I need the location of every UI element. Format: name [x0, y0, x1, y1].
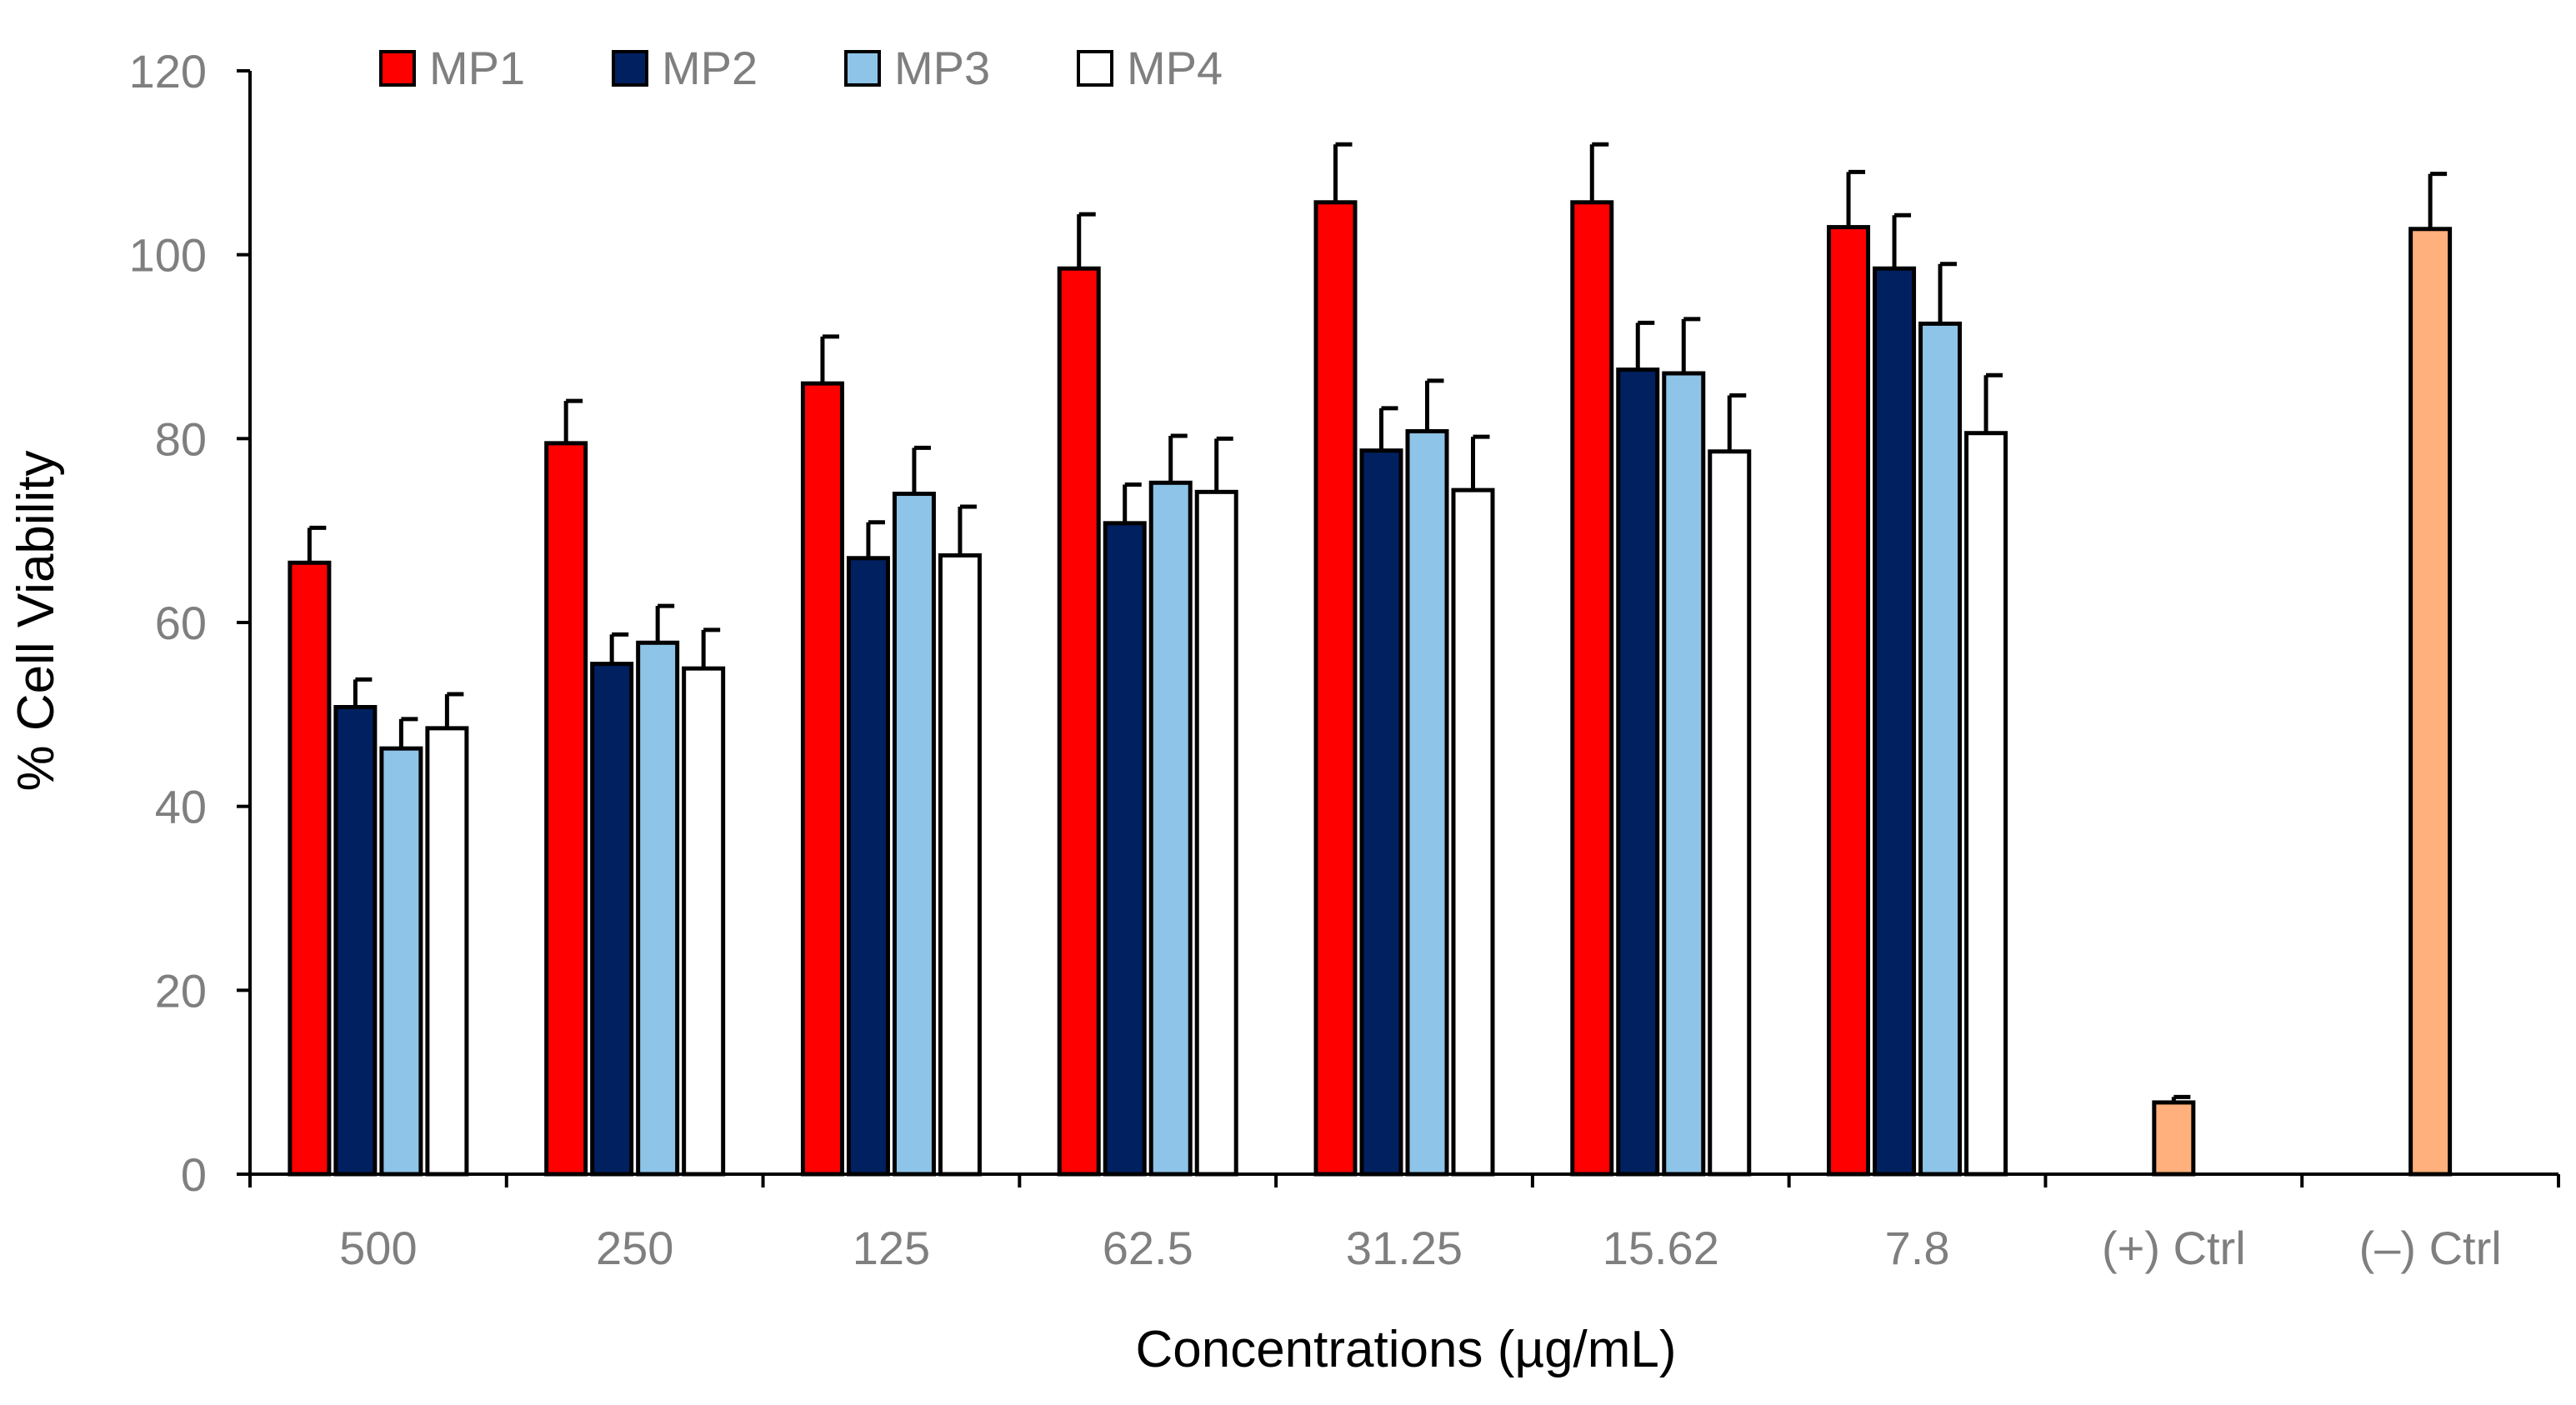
bar-mp1-4: [1313, 200, 1358, 1177]
x-axis-title: Concentrations (µg/mL): [1135, 1321, 1676, 1378]
legend-label-mp1: MP1: [429, 42, 525, 94]
legend-label-mp3: MP3: [894, 42, 990, 94]
y-tick-label-120: 120: [129, 45, 207, 98]
y-tick-label-60: 60: [155, 597, 207, 649]
bar-mp1-5: [1570, 200, 1614, 1177]
bar-mp4-3: [1194, 489, 1238, 1177]
bar-mp3-5: [1662, 371, 1706, 1177]
bar-mp1-2: [800, 381, 844, 1177]
bar-mp4-4: [1451, 488, 1495, 1177]
x-tick-label-5: 15.62: [1603, 1222, 1719, 1274]
x-tick-label-6: 7.8: [1885, 1222, 1950, 1274]
bar-mp3-0: [379, 746, 423, 1177]
legend-swatch-mp1: [379, 50, 416, 87]
bar-mp1-0: [288, 560, 332, 1177]
legend-swatch-mp4: [1077, 50, 1113, 87]
bars-layer: [288, 142, 2453, 1177]
bar-mp2-6: [1873, 266, 1917, 1177]
bar-mp2-2: [846, 556, 890, 1177]
bar-control-1: [2408, 227, 2453, 1177]
y-tick-label-80: 80: [155, 412, 207, 465]
legend-label-mp2: MP2: [662, 42, 758, 94]
bar-mp4-6: [1964, 431, 2008, 1177]
bar-control-0: [2152, 1100, 2196, 1177]
x-tick-label-2: 125: [853, 1222, 930, 1274]
x-tick-label-8: (–) Ctrl: [2359, 1222, 2502, 1274]
bar-mp3-4: [1405, 429, 1449, 1177]
bar-mp3-3: [1148, 480, 1193, 1177]
bar-mp1-1: [544, 441, 588, 1177]
bar-mp3-6: [1918, 321, 1963, 1177]
bar-mp2-4: [1359, 448, 1403, 1177]
y-tick-label-40: 40: [155, 781, 207, 833]
bar-mp3-1: [636, 640, 680, 1177]
bar-mp1-3: [1057, 266, 1101, 1177]
y-axis-title: % Cell Viability: [8, 451, 65, 792]
x-tick-label-3: 62.5: [1103, 1222, 1193, 1274]
bar-mp4-1: [682, 666, 726, 1177]
bar-mp2-5: [1616, 368, 1660, 1177]
bar-mp4-2: [938, 552, 982, 1177]
x-tick-label-0: 500: [339, 1222, 417, 1274]
axes-layer: [237, 69, 2560, 1188]
x-tick-label-1: 250: [596, 1222, 673, 1274]
bar-mp4-0: [425, 726, 469, 1177]
bar-mp1-6: [1827, 225, 1871, 1177]
legend-label-mp4: MP4: [1127, 42, 1223, 94]
bar-mp4-5: [1708, 449, 1752, 1177]
bar-mp2-0: [333, 705, 378, 1177]
y-tick-label-0: 0: [181, 1148, 207, 1201]
legend-swatch-mp3: [844, 50, 881, 87]
legend-swatch-mp2: [612, 50, 648, 87]
bar-mp2-3: [1103, 521, 1147, 1177]
x-tick-label-7: (+) Ctrl: [2102, 1222, 2246, 1274]
y-tick-label-20: 20: [155, 964, 207, 1017]
legend: MP1 MP2 MP3 MP4: [379, 42, 1223, 94]
x-tick-label-4: 31.25: [1346, 1222, 1463, 1274]
bar-mp2-1: [590, 662, 634, 1177]
labels-layer: 0 20 40 60 80 100 120 500 250 125 62.5 31.25 15.62 7.…: [129, 45, 2502, 1274]
bar-mp3-2: [892, 492, 936, 1177]
y-tick-label-100: 100: [129, 229, 207, 282]
